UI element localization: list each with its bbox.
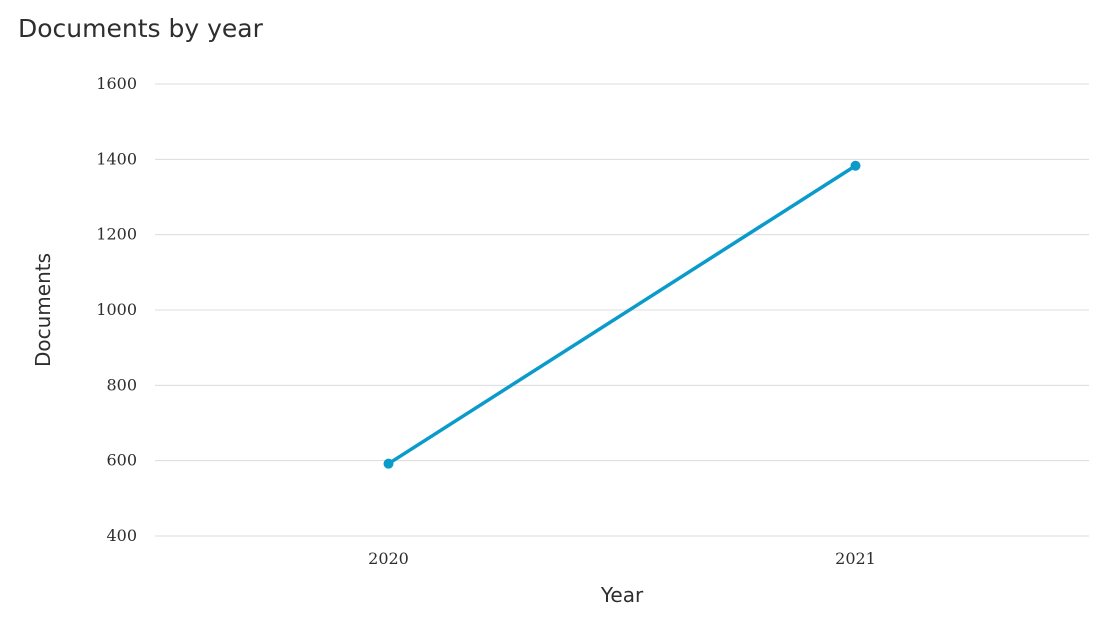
y-tick-label: 600 xyxy=(106,451,137,470)
y-tick-label: 1400 xyxy=(96,149,137,168)
series-line xyxy=(386,163,858,466)
x-tick-label: 2021 xyxy=(835,549,876,568)
y-axis-ticks: 400 600 800 1000 1200 1400 1600 xyxy=(96,74,137,545)
y-tick-label: 1600 xyxy=(96,74,137,93)
y-tick-label: 800 xyxy=(106,375,137,394)
data-point[interactable] xyxy=(850,160,861,171)
y-tick-label: 1000 xyxy=(96,300,137,319)
series-layer xyxy=(383,160,861,469)
x-axis-label: Year xyxy=(600,583,644,607)
chart-title: Documents by year xyxy=(18,14,263,43)
x-tick-label: 2020 xyxy=(368,549,409,568)
y-tick-label: 400 xyxy=(106,526,137,545)
y-tick-label: 1200 xyxy=(96,225,137,244)
data-point[interactable] xyxy=(383,458,394,469)
y-axis-label: Documents xyxy=(31,253,55,367)
x-axis-ticks: 2020 2021 xyxy=(368,549,876,568)
gridlines xyxy=(155,83,1089,537)
